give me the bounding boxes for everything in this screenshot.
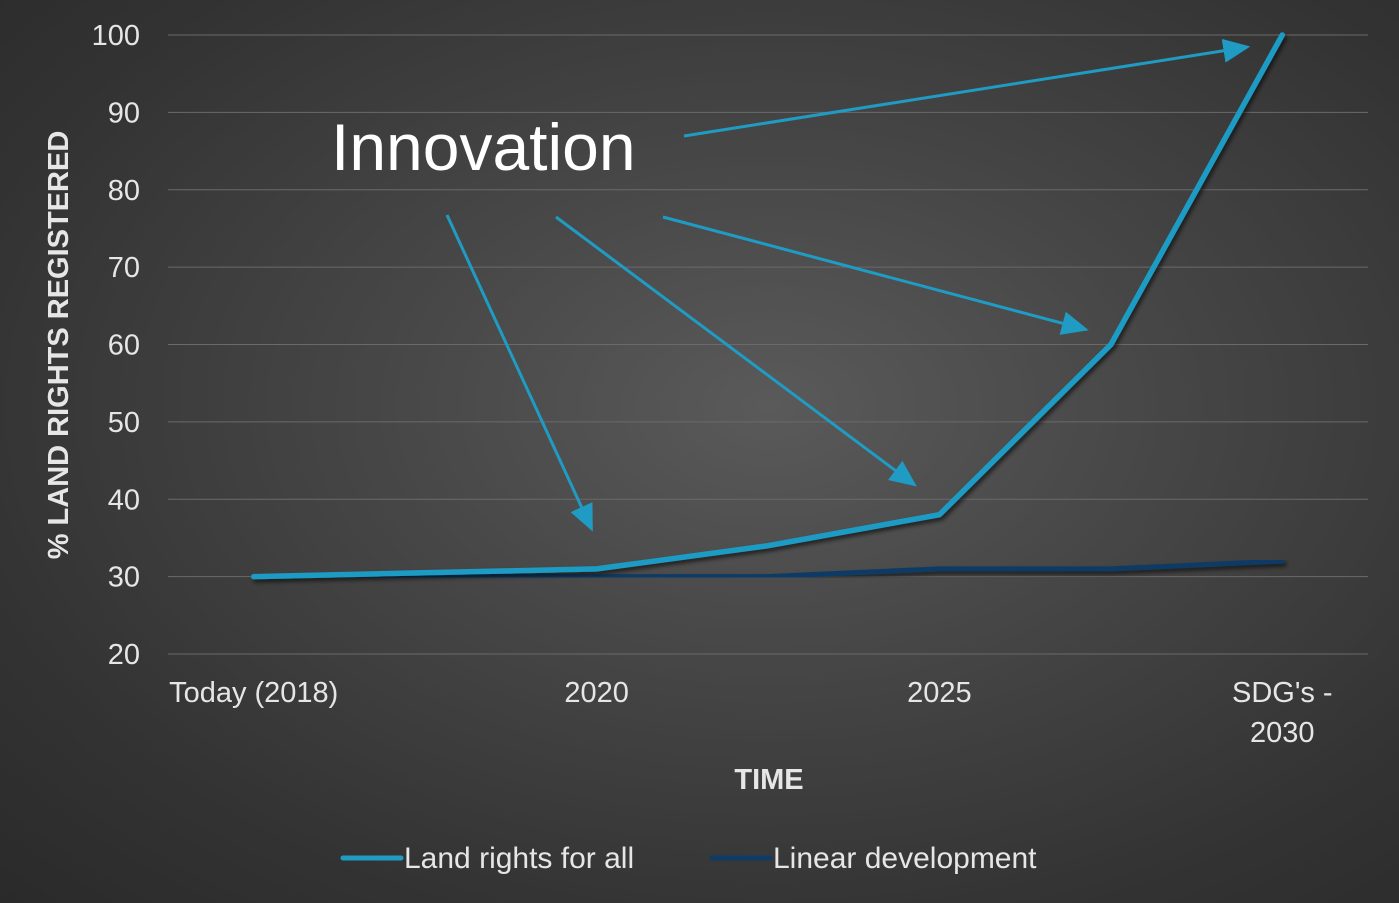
innovation-arrow: [662, 215, 1089, 335]
legend-label: Land rights for all: [404, 842, 634, 875]
y-axis-ticks: 20 30 40 50 60 70 80 90 100: [92, 20, 140, 671]
legend-label: Linear development: [773, 842, 1037, 875]
innovation-arrow: [445, 214, 593, 532]
x-axis-ticks: Today (2018) 2020 2025 SDG's -2030: [169, 677, 1333, 749]
y-tick-label: 50: [108, 407, 140, 439]
x-tick-label: 2025: [907, 677, 972, 709]
x-tick-label: SDG's -2030: [1232, 677, 1333, 749]
x-tick-label: Today (2018): [169, 677, 338, 709]
y-tick-label: 40: [108, 484, 140, 516]
series-lines: [250, 32, 1286, 580]
y-axis-title: % LAND RIGHTS REGISTERED: [43, 131, 75, 560]
y-tick-label: 60: [108, 330, 140, 362]
y-tick-label: 30: [108, 562, 140, 594]
series-line-linear-development: [251, 558, 1285, 580]
x-axis-title: TIME: [734, 764, 803, 796]
y-tick-label: 80: [108, 175, 140, 207]
legend: Land rights for all Linear development: [340, 842, 1037, 875]
y-tick-label: 100: [92, 20, 140, 52]
series-line-land-rights-for-all: [250, 32, 1286, 580]
innovation-arrow: [683, 38, 1251, 138]
y-tick-label: 90: [108, 97, 140, 129]
innovation-annotation: Innovation: [331, 110, 636, 184]
y-tick-label: 20: [108, 639, 140, 671]
innovation-arrows: [445, 38, 1251, 532]
y-tick-label: 70: [108, 252, 140, 284]
innovation-arrow: [555, 215, 917, 487]
x-tick-label: 2020: [564, 677, 629, 709]
